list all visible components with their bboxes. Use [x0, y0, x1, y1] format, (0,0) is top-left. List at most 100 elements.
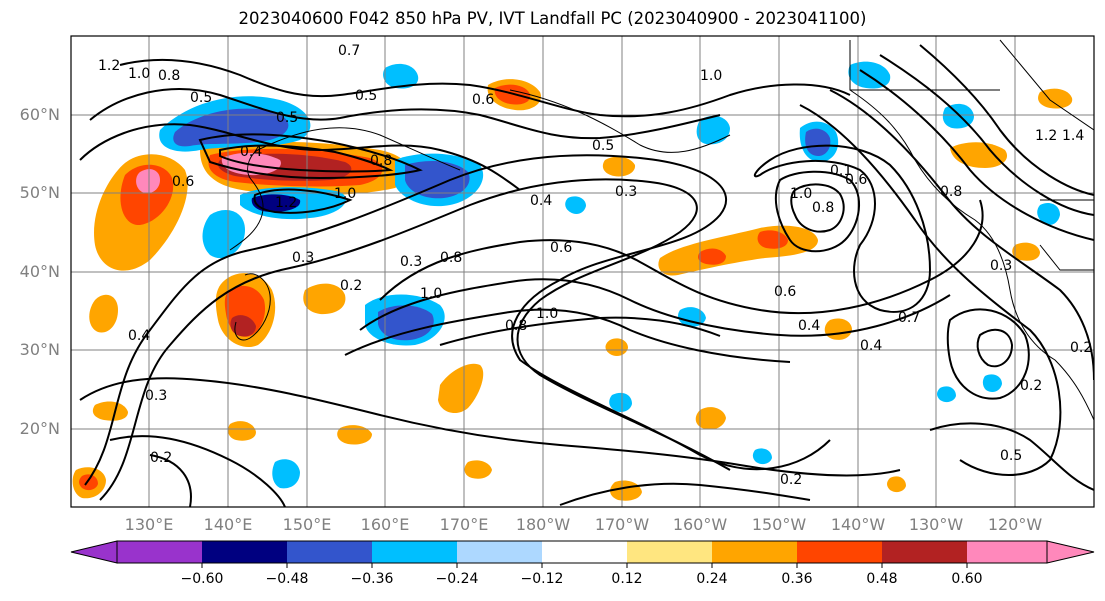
contour-label: 1.2: [1035, 128, 1057, 144]
pv-anomaly-negative: [805, 128, 831, 156]
colorbar-segment: [627, 541, 712, 563]
colorbar-tick-label: 0.24: [696, 571, 728, 587]
pv-anomaly-positive: [1038, 88, 1073, 109]
colorbar-tick-label: −0.60: [180, 571, 224, 587]
contour-label: 0.2: [340, 278, 362, 294]
colorbar-segment: [117, 541, 202, 563]
pv-anomaly-positive: [337, 425, 372, 445]
coastline: [999, 39, 1094, 131]
colorbar-segment: [287, 541, 372, 563]
contour-label: 0.4: [530, 193, 552, 209]
pv-anomaly-positive: [92, 401, 128, 421]
contour-label: 0.8: [440, 250, 462, 266]
contour-line: [109, 435, 286, 507]
colorbar-tick-label: −0.48: [265, 571, 309, 587]
pv-anomaly-negative: [609, 392, 632, 412]
contour-label: 0.8: [370, 153, 392, 169]
lon-label: 150°E: [282, 515, 332, 534]
pv-anomaly-positive: [695, 407, 726, 430]
lon-label: 160°W: [672, 515, 728, 534]
contour-label: 0.2: [780, 472, 802, 488]
colorbar-extend-high: [1046, 540, 1095, 564]
contour-line: [929, 422, 1094, 491]
pv-anomaly-negative: [173, 108, 289, 147]
coastline: [1039, 244, 1094, 271]
colorbar-frame: [116, 540, 1048, 564]
contour-label: 1.0: [790, 186, 812, 202]
contour-label: 0.6: [845, 172, 867, 188]
contour-label: 0.2: [1020, 378, 1042, 394]
contour-line: [439, 316, 721, 346]
contour-line: [119, 58, 851, 118]
contour-label: 0.7: [338, 43, 360, 59]
lon-label: 170°W: [594, 515, 650, 534]
colorbar-segment: [372, 541, 457, 563]
pv-anomaly-positive: [605, 338, 628, 356]
colorbar-tick-label: 0.60: [951, 571, 983, 587]
colorbar-tick-label: −0.36: [350, 571, 394, 587]
coastline: [229, 147, 264, 251]
lon-label: 140°W: [830, 515, 886, 534]
contour-label: 0.4: [128, 328, 150, 344]
ivt-contours: [79, 44, 1094, 507]
pv-anomaly-positive: [658, 225, 818, 276]
colorbar-segment: [202, 541, 287, 563]
contour-label: 0.6: [472, 92, 494, 108]
contour-label: 0.1: [830, 163, 852, 179]
lon-label: 120°W: [987, 515, 1043, 534]
contour-line: [84, 154, 831, 486]
contour-label: 0.8: [158, 68, 180, 84]
colorbar: [70, 540, 1095, 568]
contour-label: 0.5: [190, 90, 212, 106]
pv-anomaly-positive: [887, 476, 906, 493]
contour-label: 1.4: [1062, 128, 1084, 144]
contour-label: 0.3: [292, 250, 314, 266]
pv-anomaly-negative: [251, 194, 301, 212]
contour-label: 1.0: [536, 306, 558, 322]
map-frame: [70, 35, 1095, 508]
colorbar-extend-low: [70, 540, 118, 564]
contour-label: 0.7: [898, 310, 920, 326]
coastline: [234, 273, 271, 341]
lat-label: 50°N: [19, 183, 60, 202]
pv-anomaly-positive: [698, 248, 726, 265]
contour-line: [753, 144, 932, 313]
contour-label: 0.8: [940, 184, 962, 200]
contour-label: 0.8: [505, 318, 527, 334]
contour-label: 0.5: [276, 110, 298, 126]
pv-anomaly-negative: [937, 386, 956, 403]
contour-label: 0.4: [240, 144, 262, 160]
graticule: [71, 36, 1094, 507]
contour-label: 0.2: [150, 450, 172, 466]
contour-line: [946, 308, 1030, 400]
colorbar-segment: [967, 541, 1047, 563]
contour-line: [879, 54, 1094, 216]
lon-label: 150°W: [751, 515, 807, 534]
contour-line: [829, 89, 1094, 381]
pv-anomaly-positive: [610, 480, 642, 501]
pv-anomaly-positive: [79, 474, 98, 491]
colorbar-tick-label: 0.36: [781, 571, 813, 587]
pv-anomaly-positive: [89, 294, 118, 333]
pv-anomaly-positive: [757, 230, 788, 249]
coastlines: [229, 39, 1094, 421]
colorbar-segment: [457, 541, 542, 563]
lon-label: 130°W: [908, 515, 964, 534]
contour-label: 1.2: [98, 58, 120, 74]
pv-anomaly-negative: [272, 459, 300, 489]
contour-label: 1.0: [420, 286, 442, 302]
pv-anomaly-positive: [303, 283, 346, 315]
contour-label: 1.2: [275, 195, 297, 211]
contour-line: [859, 69, 1094, 241]
coastline: [261, 127, 461, 171]
contour-label: 0.6: [550, 240, 572, 256]
coastline: [509, 89, 731, 153]
map-title: 2023040600 F042 850 hPa PV, IVT Landfall…: [238, 9, 867, 28]
contour-label: 0.8: [812, 200, 834, 216]
colorbar-segment: [712, 541, 797, 563]
contour-line: [149, 454, 192, 507]
contour-label: 0.3: [990, 258, 1012, 274]
pv-anomaly-negative: [678, 307, 706, 327]
contour-label: 0.5: [592, 138, 614, 154]
